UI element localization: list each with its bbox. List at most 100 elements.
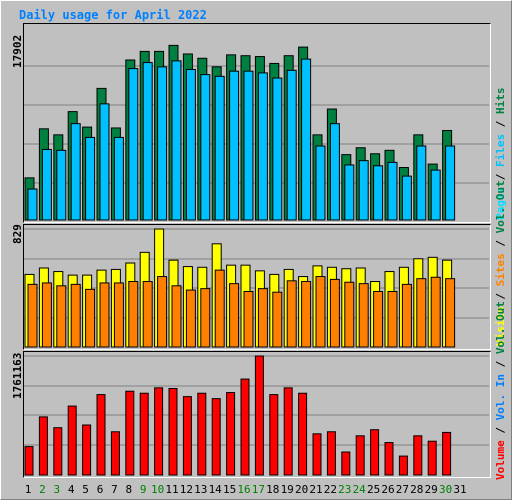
x-tick-label: 15 <box>222 483 237 496</box>
sites-bar <box>243 290 254 348</box>
files-bar <box>27 188 38 221</box>
x-tick-label: 8 <box>125 483 133 496</box>
volume-bar <box>427 440 437 476</box>
files-bar <box>243 70 254 221</box>
files-bar <box>401 175 412 221</box>
files-bar <box>99 103 110 221</box>
volume-bar <box>254 355 264 476</box>
x-tick-label: 18 <box>266 483 280 496</box>
files-bar <box>286 69 297 221</box>
x-tick-label: 31 <box>453 483 467 496</box>
files-bar <box>185 68 196 221</box>
sites-bar <box>272 291 283 348</box>
volume-bar <box>398 455 408 476</box>
volume-bar <box>355 435 365 476</box>
sites-bar <box>315 276 326 348</box>
files-bar <box>157 66 168 221</box>
files-bar <box>200 74 211 221</box>
sites-bar <box>387 290 398 348</box>
volume-bar <box>298 392 308 476</box>
files-bar <box>344 164 355 221</box>
x-tick-label: 21 <box>309 483 323 496</box>
x-tick-label: 2 <box>39 483 46 496</box>
files-bar <box>301 58 312 221</box>
volume-bar <box>384 442 394 476</box>
sites-bar <box>99 282 110 348</box>
x-tick-label: 13 <box>194 483 208 496</box>
x-tick-label: 7 <box>111 483 118 496</box>
x-tick-label: 3 <box>53 483 61 496</box>
x-tick-label: 12 <box>179 483 194 496</box>
files-bar <box>445 145 456 221</box>
sites-bar <box>70 283 81 348</box>
x-tick-label: 9 <box>139 483 147 496</box>
x-tick-label: 28 <box>410 483 424 496</box>
files-bar <box>128 68 139 221</box>
x-tick-label: 6 <box>96 483 104 496</box>
sites-bar <box>85 288 96 348</box>
volume-bar <box>413 435 423 476</box>
x-tick-label: 4 <box>67 483 75 496</box>
files-bar <box>56 149 67 221</box>
volume-bar <box>226 392 236 476</box>
sites-bar <box>214 269 225 348</box>
files-bar <box>113 136 124 221</box>
sites-bar <box>416 278 427 348</box>
volume-bar <box>197 392 207 476</box>
sites-bar <box>358 283 369 348</box>
files-bar <box>329 123 340 221</box>
sites-bar <box>401 283 412 348</box>
x-tick-label: 30 <box>438 483 453 496</box>
x-tick-label: 11 <box>165 483 179 496</box>
volume-bar <box>82 424 92 476</box>
volume-bar <box>38 416 48 476</box>
x-tick-label: 27 <box>395 483 410 496</box>
volume-bar <box>240 378 250 476</box>
volume-bar <box>168 388 178 476</box>
sites-bar <box>41 282 52 348</box>
x-tick-label: 22 <box>323 483 338 496</box>
sites-bar <box>329 278 340 348</box>
x-tick-label: 25 <box>366 483 381 496</box>
volume-bar <box>341 451 351 476</box>
sites-bar <box>301 281 312 348</box>
volume-bar <box>312 433 322 476</box>
sites-bar <box>56 285 67 348</box>
files-bar <box>430 169 441 221</box>
x-tick-label: 14 <box>208 483 222 496</box>
files-bar <box>358 160 369 221</box>
files-bar <box>85 136 96 221</box>
files-bar <box>257 72 268 221</box>
x-tick-label: 5 <box>82 483 89 496</box>
volume-bar <box>53 427 63 476</box>
files-bar <box>272 77 283 221</box>
volume-bar <box>182 396 192 476</box>
files-bar <box>70 123 81 221</box>
volume-bar <box>96 394 106 476</box>
sites-bar <box>344 281 355 348</box>
x-tick-label: 26 <box>381 483 395 496</box>
files-bar <box>387 161 398 221</box>
sites-bar <box>171 285 182 348</box>
sites-bar <box>128 281 139 348</box>
x-tick-label: 20 <box>294 483 309 496</box>
volume-bar <box>283 387 293 476</box>
sites-bar <box>157 276 168 348</box>
sites-bar <box>200 288 211 348</box>
sites-bar <box>430 276 441 348</box>
sites-bar <box>373 290 384 348</box>
volume-bar <box>110 431 120 476</box>
volume-bar <box>211 398 221 476</box>
files-bar <box>214 75 225 221</box>
volume-bar <box>370 429 380 476</box>
volume-bar <box>326 431 336 476</box>
sites-bar <box>185 289 196 348</box>
chart-title: Daily usage for April 2022 <box>19 8 207 22</box>
sites-bar <box>142 281 153 348</box>
volume-bar <box>139 392 149 476</box>
x-tick-label: 23 <box>338 483 352 496</box>
volume-bar <box>154 387 164 476</box>
sites-bar <box>445 278 456 348</box>
x-tick-label: 10 <box>150 483 165 496</box>
